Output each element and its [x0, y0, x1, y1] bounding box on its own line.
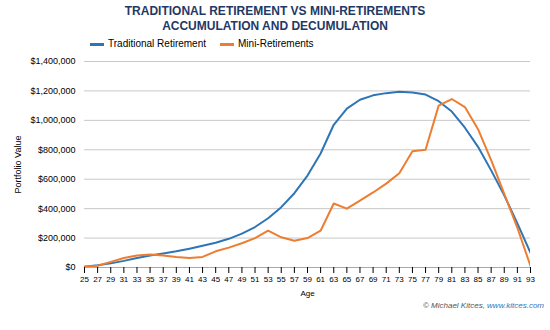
- svg-text:$0: $0: [65, 262, 75, 272]
- svg-text:43: 43: [198, 275, 207, 284]
- html-text:© Michael Kitces, www.kitces.c: © Michael Kitces, www.kitces.com: [423, 301, 544, 310]
- svg-text:65: 65: [342, 275, 351, 284]
- svg-text:Portfolio Value: Portfolio Value: [13, 136, 23, 194]
- svg-text:63: 63: [329, 275, 338, 284]
- svg-text:59: 59: [303, 275, 312, 284]
- svg-text:85: 85: [474, 275, 483, 284]
- svg-text:73: 73: [395, 275, 404, 284]
- svg-text:79: 79: [434, 275, 443, 284]
- html-text:Traditional Retirement: Traditional Retirement: [108, 38, 206, 49]
- svg-text:$1,200,000: $1,200,000: [30, 86, 75, 96]
- html-text:TRADITIONAL RETIREMENT VS MINI: TRADITIONAL RETIREMENT VS MINI-RETIREMEN…: [124, 4, 426, 18]
- svg-text:33: 33: [133, 275, 142, 284]
- svg-text:51: 51: [251, 275, 260, 284]
- svg-text:27: 27: [93, 275, 102, 284]
- html-text:ACCUMULATION AND DECUMULATION: ACCUMULATION AND DECUMULATION: [162, 19, 388, 33]
- svg-text:45: 45: [211, 275, 220, 284]
- svg-text:29: 29: [106, 275, 115, 284]
- svg-text:67: 67: [356, 275, 365, 284]
- svg-text:83: 83: [460, 275, 469, 284]
- svg-text:$1,400,000: $1,400,000: [30, 56, 75, 66]
- svg-text:57: 57: [290, 275, 299, 284]
- svg-text:Age: Age: [300, 289, 315, 298]
- svg-text:37: 37: [159, 275, 168, 284]
- svg-text:39: 39: [172, 275, 181, 284]
- svg-text:89: 89: [500, 275, 509, 284]
- svg-text:41: 41: [185, 275, 194, 284]
- svg-text:69: 69: [369, 275, 378, 284]
- svg-text:77: 77: [421, 275, 430, 284]
- svg-text:$800,000: $800,000: [38, 145, 76, 155]
- svg-text:49: 49: [237, 275, 246, 284]
- svg-text:$600,000: $600,000: [38, 174, 76, 184]
- svg-text:75: 75: [408, 275, 417, 284]
- svg-text:$400,000: $400,000: [38, 204, 76, 214]
- svg-text:35: 35: [146, 275, 155, 284]
- svg-text:47: 47: [224, 275, 233, 284]
- svg-text:$1,000,000: $1,000,000: [30, 115, 75, 125]
- html-text:Mini-Retirements: Mini-Retirements: [238, 38, 314, 49]
- svg-text:87: 87: [487, 275, 496, 284]
- svg-text:53: 53: [264, 275, 273, 284]
- svg-text:61: 61: [316, 275, 325, 284]
- svg-text:31: 31: [119, 275, 128, 284]
- svg-text:$200,000: $200,000: [38, 233, 76, 243]
- svg-text:81: 81: [447, 275, 456, 284]
- svg-text:91: 91: [513, 275, 522, 284]
- svg-text:93: 93: [526, 275, 535, 284]
- svg-text:71: 71: [382, 275, 391, 284]
- svg-text:55: 55: [277, 275, 286, 284]
- svg-text:25: 25: [80, 275, 89, 284]
